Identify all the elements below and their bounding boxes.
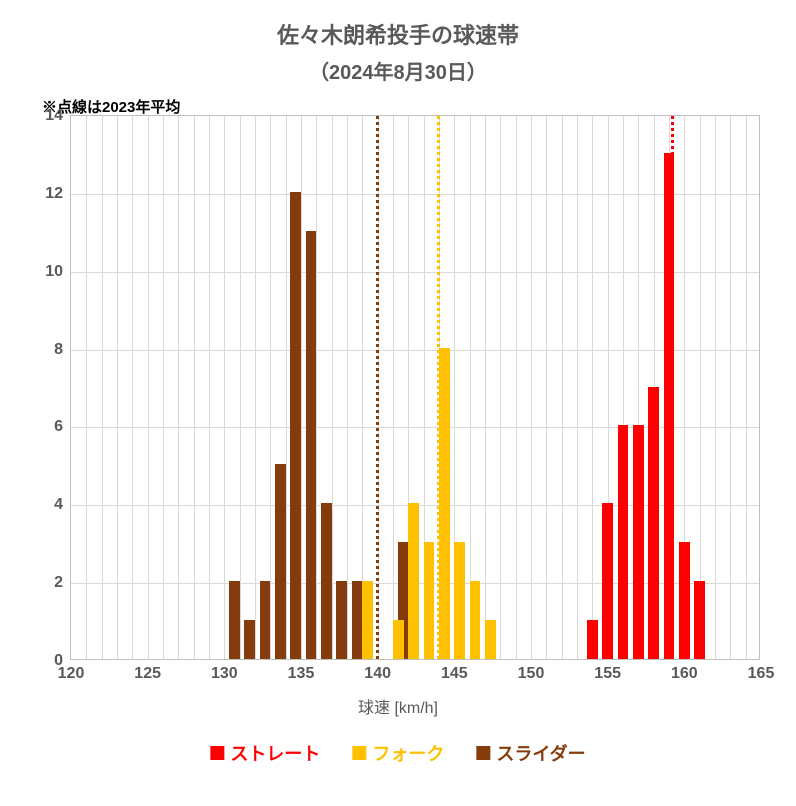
fork-bar (408, 503, 419, 659)
gridline-v (592, 116, 593, 659)
gridline-v (393, 116, 394, 659)
gridline-v (132, 116, 133, 659)
fastball-swatch (210, 746, 224, 760)
gridline-v (240, 116, 241, 659)
gridline-v (194, 116, 195, 659)
chart-title: 佐々木朗希投手の球速帯 (0, 0, 796, 50)
fastball-bar (602, 503, 613, 659)
slider-bar (275, 464, 286, 659)
fastball-bar (694, 581, 705, 659)
gridline-v (301, 116, 302, 659)
y-tick-label: 14 (45, 107, 71, 125)
slider-bar (352, 581, 363, 659)
y-tick-label: 10 (45, 263, 71, 281)
slider-bar (229, 581, 240, 659)
gridline-v (516, 116, 517, 659)
slider-bar (244, 620, 255, 659)
gridline-v (286, 116, 287, 659)
x-tick-label: 160 (671, 659, 698, 683)
slider-bar (336, 581, 347, 659)
gridline-v (102, 116, 103, 659)
gridline-v (546, 116, 547, 659)
gridline-v (332, 116, 333, 659)
fork-bar (454, 542, 465, 659)
fastball-bar (648, 387, 659, 660)
gridline-v (485, 116, 486, 659)
fork-bar (470, 581, 481, 659)
x-tick-label: 155 (594, 659, 621, 683)
gridline-v (316, 116, 317, 659)
fork-bar (439, 348, 450, 659)
legend-label: ストレート (230, 740, 320, 766)
gridline-h (71, 350, 759, 351)
y-tick-label: 12 (45, 185, 71, 203)
slider-bar (321, 503, 332, 659)
x-tick-label: 130 (211, 659, 238, 683)
fork-bar (362, 581, 373, 659)
legend-label: フォーク (372, 740, 444, 766)
x-tick-label: 140 (364, 659, 391, 683)
x-tick-label: 150 (518, 659, 545, 683)
legend-item-fork: フォーク (352, 740, 444, 766)
fastball-bar (618, 425, 629, 659)
slider-swatch (476, 746, 490, 760)
legend-item-slider: スライダー (476, 740, 585, 766)
y-tick-label: 6 (54, 418, 71, 436)
gridline-v (746, 116, 747, 659)
gridline-v (470, 116, 471, 659)
gridline-v (178, 116, 179, 659)
gridline-h (71, 194, 759, 195)
y-tick-label: 2 (54, 574, 71, 592)
gridline-v (270, 116, 271, 659)
legend: ストレート フォーク スライダー (210, 740, 585, 766)
gridline-v (148, 116, 149, 659)
fork-swatch (352, 746, 366, 760)
x-tick-label: 120 (58, 659, 85, 683)
gridline-v (730, 116, 731, 659)
fork-bar (485, 620, 496, 659)
gridline-v (163, 116, 164, 659)
gridline-v (224, 116, 225, 659)
gridline-v (577, 116, 578, 659)
gridline-h (71, 272, 759, 273)
x-tick-label: 145 (441, 659, 468, 683)
x-axis-label: 球速 [km/h] (358, 694, 438, 718)
slider-bar (260, 581, 271, 659)
fastball-reference-line (671, 116, 674, 659)
legend-item-fastball: ストレート (210, 740, 320, 766)
gridline-v (209, 116, 210, 659)
fork-reference-line (437, 116, 440, 659)
gridline-v (117, 116, 118, 659)
slider-reference-line (376, 116, 379, 659)
fork-bar (424, 542, 435, 659)
y-tick-label: 4 (54, 496, 71, 514)
gridline-v (362, 116, 363, 659)
plot-area: 0246810121412012513013514014515015516016… (70, 115, 760, 660)
x-tick-label: 135 (288, 659, 315, 683)
x-tick-label: 125 (134, 659, 161, 683)
gridline-v (347, 116, 348, 659)
fastball-bar (587, 620, 598, 659)
fork-bar (393, 620, 404, 659)
legend-label: スライダー (496, 740, 585, 766)
gridline-v (500, 116, 501, 659)
y-tick-label: 8 (54, 341, 71, 359)
chart-subtitle: （2024年8月30日） (0, 50, 796, 85)
gridline-v (562, 116, 563, 659)
gridline-v (255, 116, 256, 659)
slider-bar (306, 231, 317, 659)
gridline-v (700, 116, 701, 659)
gridline-v (86, 116, 87, 659)
fastball-bar (633, 425, 644, 659)
fastball-bar (679, 542, 690, 659)
gridline-v (715, 116, 716, 659)
slider-bar (290, 192, 301, 659)
gridline-v (531, 116, 532, 659)
chart-container: 佐々木朗希投手の球速帯 （2024年8月30日） ※点線は2023年平均 024… (0, 0, 796, 806)
x-tick-label: 165 (748, 659, 775, 683)
